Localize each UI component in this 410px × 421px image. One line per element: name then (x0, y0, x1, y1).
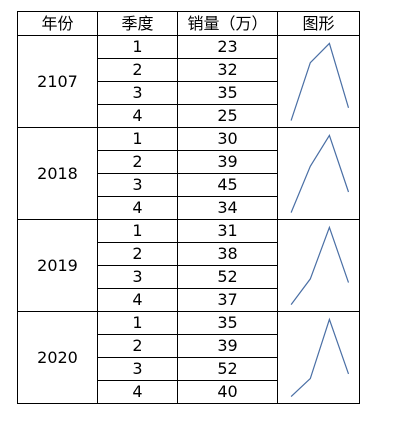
table-row: 3 52 (18, 357, 360, 381)
quarter-cell[interactable]: 2 (97, 334, 178, 358)
header-row: 年份 季度 销量（万） 图形 (17, 11, 360, 36)
table-row: 4 34 (18, 196, 360, 220)
sales-cell[interactable]: 40 (177, 380, 278, 404)
quarter-cell[interactable]: 2 (97, 58, 178, 82)
table-row: 4 25 (18, 104, 360, 128)
sales-cell[interactable]: 32 (177, 58, 278, 82)
table-row: 2019 1 31 (17, 219, 360, 312)
sales-cell[interactable]: 38 (177, 242, 278, 266)
quarter-cell[interactable]: 1 (97, 127, 178, 151)
table-row: 3 35 (18, 81, 360, 105)
quarter-cell[interactable]: 4 (97, 380, 178, 404)
sales-cell[interactable]: 52 (177, 357, 278, 381)
sales-cell[interactable]: 30 (177, 127, 278, 151)
quarter-cell[interactable]: 3 (97, 357, 178, 381)
sales-table-body: 年份 季度 销量（万） 图形 2107 1 23 2 32 3 35 4 25 2018 1 30 2 3… (17, 11, 360, 404)
chart-cell[interactable] (277, 127, 360, 220)
table-row: 2020 1 35 (17, 311, 360, 404)
table-row: 2 39 (18, 150, 360, 174)
sales-cell[interactable]: 37 (177, 288, 278, 312)
quarter-cell[interactable]: 1 (97, 35, 178, 59)
chart-cell[interactable] (277, 35, 360, 128)
quarter-cell[interactable]: 4 (97, 104, 178, 128)
sales-cell[interactable]: 39 (177, 150, 278, 174)
quarter-cell[interactable]: 4 (97, 196, 178, 220)
year-cell[interactable]: 2107 (17, 35, 98, 128)
table-row: 2018 1 30 (17, 127, 360, 220)
quarter-cell[interactable]: 2 (97, 242, 178, 266)
quarter-cell[interactable]: 3 (97, 81, 178, 105)
sales-sheet: 年份 季度 销量（万） 图形 2107 1 23 2 32 3 35 4 25 2018 1 30 2 3… (17, 11, 360, 404)
year-cell[interactable]: 2019 (17, 219, 98, 312)
sales-cell[interactable]: 35 (177, 311, 278, 335)
quarter-cell[interactable]: 4 (97, 288, 178, 312)
year-cell[interactable]: 2020 (17, 311, 98, 404)
quarter-cell[interactable]: 3 (97, 173, 178, 197)
quarter-cell[interactable]: 2 (97, 150, 178, 174)
quarter-cell[interactable]: 1 (97, 311, 178, 335)
chart-cell[interactable] (277, 219, 360, 312)
table-row: 4 40 (18, 380, 360, 404)
sales-cell[interactable]: 52 (177, 265, 278, 289)
header-chart[interactable]: 图形 (277, 11, 360, 36)
year-cell[interactable]: 2018 (17, 127, 98, 220)
table-row: 3 45 (18, 173, 360, 197)
sales-cell[interactable]: 45 (177, 173, 278, 197)
sales-cell[interactable]: 23 (177, 35, 278, 59)
header-sales[interactable]: 销量（万） (177, 11, 278, 36)
quarter-cell[interactable]: 1 (97, 219, 178, 243)
table-row: 4 37 (18, 288, 360, 312)
chart-cell[interactable] (277, 311, 360, 404)
header-year[interactable]: 年份 (17, 11, 98, 36)
quarter-cell[interactable]: 3 (97, 265, 178, 289)
sales-cell[interactable]: 39 (177, 334, 278, 358)
table-row: 2 39 (18, 334, 360, 358)
sales-cell[interactable]: 34 (177, 196, 278, 220)
sales-cell[interactable]: 31 (177, 219, 278, 243)
header-quarter[interactable]: 季度 (97, 11, 178, 36)
table-row: 2107 1 23 (17, 35, 360, 128)
sales-cell[interactable]: 25 (177, 104, 278, 128)
sales-cell[interactable]: 35 (177, 81, 278, 105)
sales-table: 年份 季度 销量（万） 图形 2107 1 23 2 32 3 35 4 25 2018 1 30 2 3… (17, 11, 360, 404)
table-row: 3 52 (18, 265, 360, 289)
